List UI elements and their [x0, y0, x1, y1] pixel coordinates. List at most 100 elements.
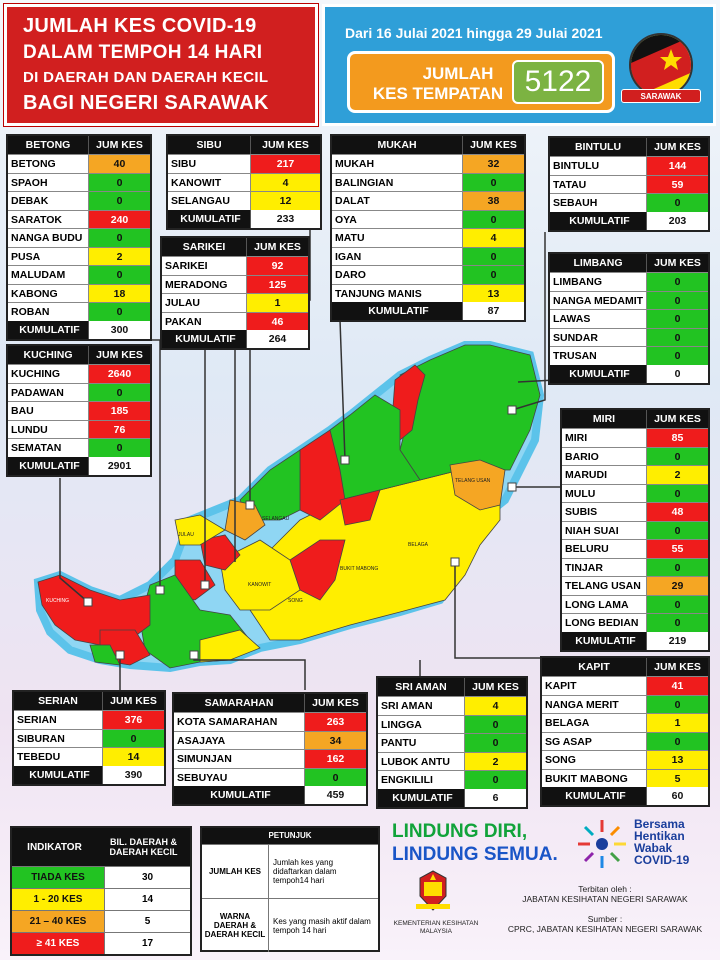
legend-rows: TIADA KES 30 1 - 20 KES 14 21 – 40 KES 5 ≥ 41 …	[12, 866, 190, 954]
cumulative-value: 87	[462, 302, 524, 320]
cumulative-label: KUMULATIF	[175, 333, 236, 345]
case-count: 0	[646, 194, 708, 212]
case-count: 48	[646, 503, 708, 521]
division-name: KAPIT	[578, 661, 610, 673]
district-name: MERADONG	[165, 278, 228, 291]
case-count: 0	[464, 771, 526, 789]
district-name: TINJAR	[565, 561, 603, 574]
district-name: ROBAN	[11, 306, 50, 318]
region-telang-usan	[449, 459, 506, 511]
case-count: 46	[246, 312, 308, 330]
map-label-bukit-mabong: BUKIT MABONG	[340, 566, 378, 572]
total-cases-box: JUMLAH KES TEMPATAN 5122	[347, 51, 615, 113]
region-lubok-antu	[199, 629, 261, 663]
division-name: SARIKEI	[182, 241, 226, 253]
district-name: BARIO	[565, 450, 599, 463]
case-count: 0	[646, 291, 708, 309]
map-label-selangau: SELANGAU	[262, 516, 290, 522]
table-row: SIBURAN 0	[14, 728, 164, 747]
division-name: LIMBANG	[573, 257, 623, 269]
case-count: 0	[462, 210, 524, 228]
case-count: 2	[464, 752, 526, 770]
region-sibu	[199, 534, 241, 571]
map-label-kanowit: KANOWIT	[248, 582, 271, 588]
district-name: TATAU	[553, 178, 587, 191]
table-bintulu: BINTULU JUM KES BINTULU 144 TATAU 59 SEBAUH 0 …	[548, 136, 710, 232]
title-line-2: DALAM TEMPOH 14 HARI	[23, 42, 263, 63]
table-row: KANOWIT 4	[168, 172, 320, 191]
district-name: NANGA MERIT	[545, 698, 619, 711]
case-count: 0	[646, 732, 708, 750]
total-label-line2: KES TEMPATAN	[372, 84, 504, 103]
district-name: BAU	[11, 405, 34, 417]
map-label-telang-usan: TELANG USAN	[455, 478, 491, 484]
case-count: 0	[88, 229, 150, 247]
table-row: SARATOK 240	[8, 209, 150, 228]
district-name: LINGGA	[381, 718, 422, 731]
table-row: SUBIS 48	[562, 502, 708, 521]
case-count: 1	[646, 714, 708, 732]
table-row: LUNDU 76	[8, 419, 150, 438]
table-row: TINJAR 0	[562, 557, 708, 576]
cumulative-value: 2901	[88, 456, 150, 475]
district-name: DARO	[335, 269, 366, 281]
table-row: MARUDI 2	[562, 465, 708, 484]
division-name: BETONG	[25, 139, 71, 151]
district-name: MUKAH	[335, 158, 375, 170]
district-name: SONG	[545, 754, 576, 766]
cumulative-value: 459	[304, 786, 366, 804]
case-count: 185	[88, 402, 150, 420]
case-count: 13	[462, 284, 524, 302]
pin-serian	[115, 650, 125, 660]
cumulative-value: 264	[246, 330, 308, 348]
legend-row: 1 - 20 KES 14	[12, 888, 190, 910]
table-row: DALAT 38	[332, 191, 524, 210]
legend-indicator: ≥ 41 KES	[12, 933, 104, 954]
callout-kuching	[59, 478, 89, 603]
case-count: 92	[246, 257, 308, 275]
cumulative-label: KUMULATIF	[19, 459, 80, 472]
cumulative-value: 219	[646, 631, 708, 650]
campaign-line-1: Bersama	[634, 817, 685, 831]
table-row: ROBAN 0	[8, 302, 150, 321]
table-row: MUKAH 32	[332, 154, 524, 173]
case-count: 0	[88, 192, 150, 210]
callout-samarahan	[193, 655, 306, 690]
table-row: KOTA SAMARAHAN 263	[174, 712, 366, 731]
table-row: SEBUYAU 0	[174, 767, 366, 786]
table-row: TATAU 59	[550, 174, 708, 193]
table-row: TELANG USAN 29	[562, 576, 708, 595]
cumulative-label: KUMULATIF	[575, 634, 636, 647]
case-count: 0	[304, 768, 366, 786]
table-row: BELAGA 1	[542, 713, 708, 732]
title-line-1: JUMLAH KES COVID-19	[23, 15, 257, 37]
case-count: 14	[102, 748, 164, 766]
case-count: 5	[646, 769, 708, 787]
division-name: SRI AMAN	[395, 681, 447, 693]
case-count: 125	[246, 275, 308, 293]
table-row: TEBEDU 14	[14, 747, 164, 766]
summary-banner: Dari 16 Julai 2021 hingga 29 Julai 2021 …	[322, 4, 716, 126]
district-name: BINTULU	[553, 160, 600, 172]
table-row: NANGA MERIT 0	[542, 694, 708, 713]
col-header: JUM KES	[462, 136, 524, 154]
table-row: LINGGA 0	[378, 714, 526, 733]
legend-header-count: BIL. DAERAH & DAERAH KECIL	[109, 837, 178, 857]
district-name: SG ASAP	[545, 735, 592, 748]
table-row: BAU 185	[8, 401, 150, 420]
district-name: PUSA	[11, 250, 41, 263]
col-header: JUM KES	[646, 658, 708, 676]
district-name: SARATOK	[11, 213, 62, 226]
district-name: SEBAUH	[553, 197, 598, 209]
pin-kuching	[83, 597, 93, 607]
district-name: NANGA MEDAMIT	[553, 294, 644, 307]
source: CPRC, JABATAN KESIHATAN NEGERI SARAWAK	[507, 924, 703, 934]
rows: SERIAN 376 SIBURAN 0 TEBEDU 14	[14, 710, 164, 766]
district-name: SERIAN	[17, 714, 57, 726]
case-count: 29	[646, 577, 708, 595]
map-label-kuching: KUCHING	[46, 598, 69, 604]
district-name: MALUDAM	[11, 269, 66, 281]
division-name: SERIAN	[38, 695, 78, 707]
district-name: PADAWAN	[11, 386, 64, 399]
cumulative-value: 60	[646, 787, 708, 805]
